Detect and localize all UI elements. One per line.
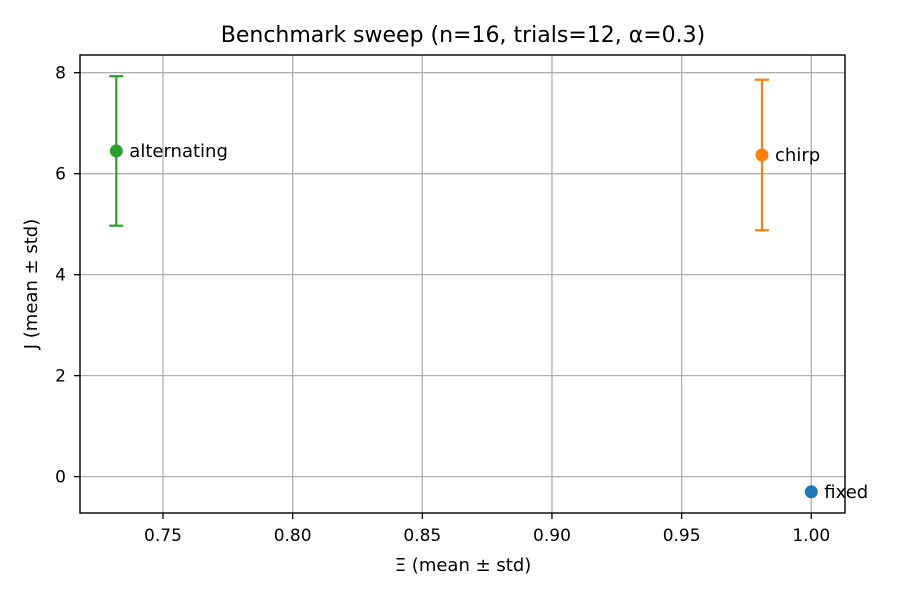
x-tick-label: 0.85	[403, 526, 441, 546]
y-axis-label: J (mean ± std)	[21, 219, 42, 351]
grid	[80, 55, 845, 513]
data-point	[755, 148, 769, 162]
x-axis-label: Ξ (mean ± std)	[395, 555, 532, 576]
x-tick-label: 0.75	[144, 526, 182, 546]
data-point	[109, 144, 123, 158]
x-tick-label: 0.90	[533, 526, 571, 546]
point-label: fixed	[824, 482, 868, 503]
series-chirp: chirp	[755, 78, 820, 232]
x-axis-ticks: 0.75 0.80 0.85 0.90 0.95 1.00	[144, 513, 830, 546]
point-label: chirp	[775, 145, 820, 166]
y-tick-label: 8	[55, 64, 66, 84]
chart-title: Benchmark sweep (n=16, trials=12, α=0.3)	[221, 23, 705, 48]
series-alternating: alternating	[109, 75, 228, 227]
point-label: alternating	[129, 141, 228, 162]
y-tick-label: 2	[55, 367, 66, 387]
x-tick-label: 0.95	[663, 526, 701, 546]
y-tick-label: 4	[55, 266, 66, 286]
y-axis-ticks: 0 2 4 6 8	[55, 64, 80, 488]
x-tick-label: 0.80	[274, 526, 312, 546]
series-fixed: fixed	[804, 482, 868, 503]
data-points: fixed chirp alternating	[109, 75, 868, 503]
x-tick-label: 1.00	[792, 526, 830, 546]
plot-frame	[79, 54, 846, 514]
data-point	[804, 485, 818, 499]
y-tick-label: 0	[55, 468, 66, 488]
y-tick-label: 6	[55, 165, 66, 185]
